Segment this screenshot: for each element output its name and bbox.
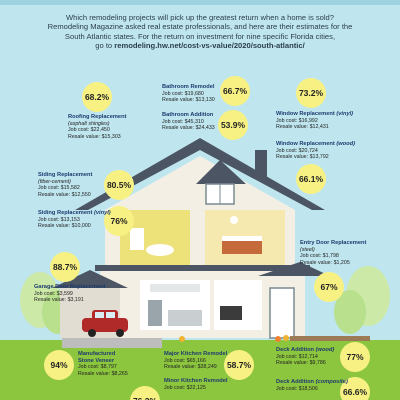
roi-bubble-major-kitchen: 58.7% [224,350,254,380]
card-entry-door: Entry Door Replacement (steel) Job cost:… [300,240,367,266]
living-room [214,280,262,330]
intro-line-1: Which remodeling projects will pick up t… [65,13,335,22]
card-stone-veneer: Manufactured Stone Veneer Job cost: $8,7… [78,351,128,377]
intro-line-4: go to remodeling.hw.net/cost-vs-value/20… [95,40,305,50]
roi-bubble-siding-fiber-cement: 80.5% [104,170,134,200]
entry-door [269,287,295,339]
flowers [179,335,289,342]
roi-bubble-deck-composite: 66.6% [340,377,370,400]
roi-bubble-bath-addition: 53.9% [218,110,248,140]
card-deck-composite: Deck Addition (composite) Job cost: $18,… [276,379,348,392]
card-major-kitchen: Major Kitchen Remodel Job cost: $65,166 … [164,351,228,370]
card-bathroom-remodel: Bathroom Remodel Job cost: $19,680 Resal… [162,84,215,103]
dormer-roof [196,160,246,184]
deck [290,336,370,341]
floor-divider [95,265,310,271]
intro-line-2: Remodeling Magazine asked real estate pr… [47,22,353,32]
source-link[interactable]: remodeling.hw.net/cost-vs-value/2020/sou… [114,40,305,50]
roi-bubble-garage-door: 88.7% [50,252,80,282]
top-band [0,0,400,5]
roi-bubble-bathroom: 66.7% [220,76,250,106]
roi-bubble-window-wood: 66.1% [296,164,326,194]
card-window-wood: Window Replacement (wood) Job cost: $20,… [276,141,355,160]
intro-line-3: South Atlantic states. For the return on… [64,31,336,41]
card-bathroom-addition: Bathroom Addition Job cost: $45,310 Resa… [162,112,215,131]
intro-text: Which remodeling projects will pick up t… [14,13,386,50]
main-roof [75,138,325,210]
card-window-vinyl: Window Replacement (vinyl) Job cost: $16… [276,111,354,130]
roi-bubble-siding-vinyl: 76% [104,206,134,236]
trees-right [334,266,390,334]
roi-bubble-entry-door: 67% [314,272,344,302]
roi-bubble-deck-wood: 77% [340,342,370,372]
card-minor-kitchen: Minor Kitchen Remodel Job cost: $22,125 [164,378,228,391]
card-garage-door: Garage Door Replacement Job cost: $3,599… [34,284,106,303]
garage-roof [52,270,128,288]
car [82,310,128,337]
card-deck-wood: Deck Addition (wood) Job cost: $12,714 R… [276,347,335,366]
card-siding-vinyl: Siding Replacement (vinyl) Job cost: $13… [38,210,111,229]
roi-bubble-window-vinyl: 73.2% [296,78,326,108]
chimney [255,150,267,178]
roi-bubble-stone-veneer: 94% [44,350,74,380]
driveway [62,338,162,348]
card-roofing: Roofing Replacement (asphalt shingles) J… [68,114,127,140]
roi-bubble-roofing: 68.2% [82,82,112,112]
roi-bubble-minor-kitchen: 76.2% [130,386,160,400]
card-siding-fiber-cement: Siding Replacement (fiber-cement) Job co… [38,172,93,198]
porch-roof [258,262,330,276]
